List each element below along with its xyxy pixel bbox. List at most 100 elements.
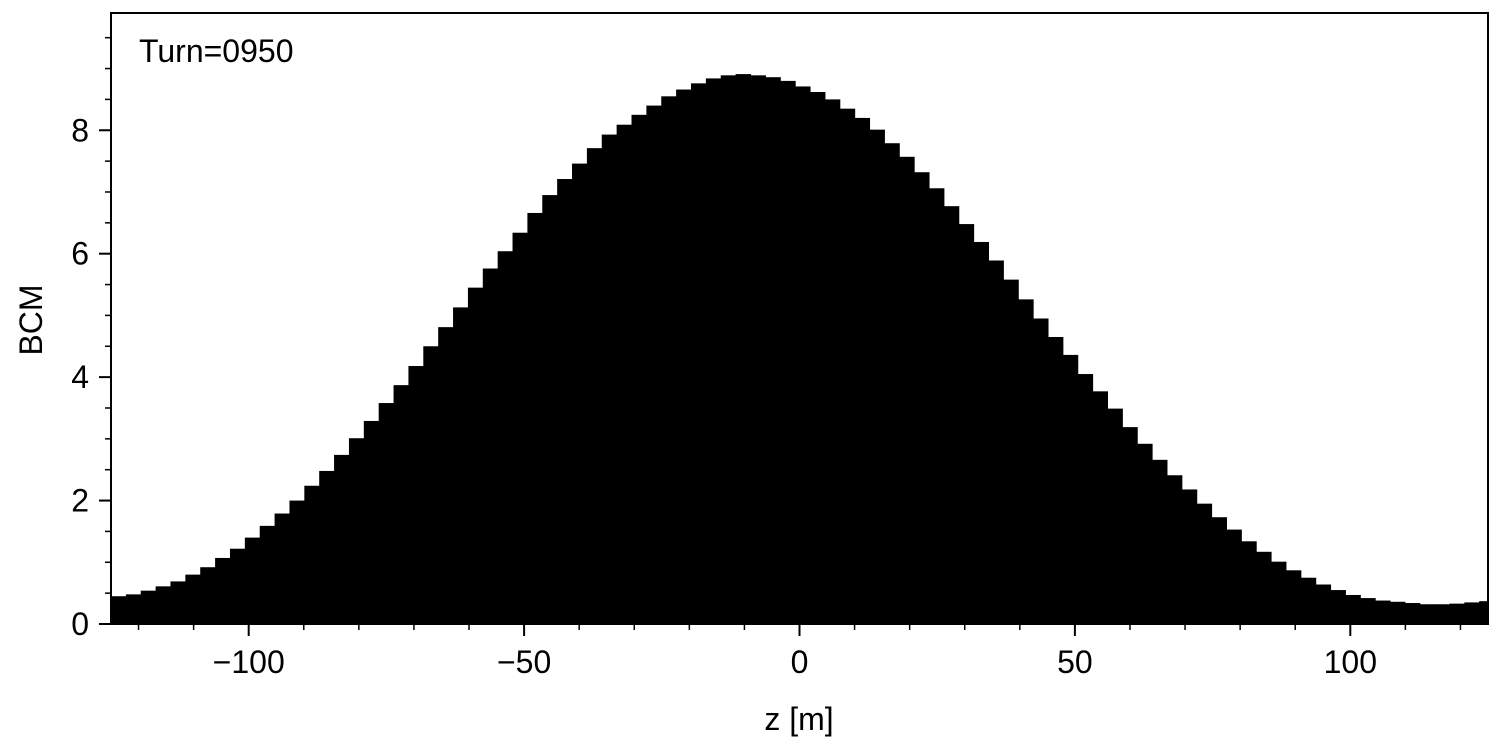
histogram-bar <box>780 80 796 624</box>
histogram-bar <box>304 485 320 624</box>
histogram-bar <box>720 75 737 624</box>
histogram-bar <box>1404 603 1421 624</box>
histogram-bar <box>839 108 856 624</box>
histogram-bar <box>453 307 469 624</box>
y-tick-label: 8 <box>71 112 89 148</box>
x-axis-label: z [m] <box>764 701 833 737</box>
histogram-bar <box>1137 443 1153 624</box>
histogram-bar <box>661 96 677 624</box>
histogram-bar <box>1166 475 1183 624</box>
x-tick-label: 0 <box>791 644 809 680</box>
histogram-bar <box>1241 541 1257 624</box>
histogram-bar <box>1270 561 1287 624</box>
histogram-bar <box>527 212 543 624</box>
histogram-bar <box>943 206 960 625</box>
histogram-bar <box>1003 279 1019 624</box>
histogram-bars <box>111 74 1489 625</box>
histogram-bar <box>973 241 990 624</box>
histogram-bar <box>1062 354 1079 624</box>
histogram-bar <box>363 420 380 624</box>
histogram-bar <box>274 513 291 624</box>
histogram-bar <box>1419 604 1436 624</box>
x-tick-label: −50 <box>497 644 551 680</box>
histogram-bar <box>1479 601 1489 624</box>
histogram-bar <box>259 525 276 624</box>
histogram-bar <box>899 156 915 625</box>
histogram-bar <box>705 78 722 625</box>
plot-frame <box>110 12 1489 625</box>
histogram-bar <box>958 224 975 624</box>
histogram-bar <box>467 287 484 624</box>
histogram-bar <box>111 596 127 624</box>
histogram-bar <box>1434 604 1451 624</box>
histogram-bar <box>1464 602 1480 624</box>
y-axis-label: BCM <box>13 284 49 355</box>
histogram-bar <box>988 260 1004 624</box>
histogram-bar <box>185 574 201 624</box>
histogram-bar <box>1449 603 1465 624</box>
histogram-bar <box>765 77 781 624</box>
histogram-bar <box>795 86 811 624</box>
histogram-bar <box>1330 590 1346 624</box>
y-tick-label: 6 <box>71 236 89 272</box>
histogram-bar <box>869 129 885 624</box>
histogram-bar <box>170 581 186 624</box>
histogram-bar <box>438 327 454 624</box>
histogram-bar <box>928 188 945 624</box>
histogram-bar <box>824 99 841 624</box>
histogram-bar <box>200 567 216 624</box>
histogram-bar <box>1196 503 1213 624</box>
histogram-bar <box>423 346 439 624</box>
histogram-bar <box>482 268 499 624</box>
y-tick-label: 4 <box>71 359 89 395</box>
histogram-bar <box>1300 577 1317 624</box>
histogram-bar <box>690 83 707 625</box>
histogram-bar <box>215 557 231 624</box>
y-tick-label: 2 <box>71 483 89 519</box>
histogram-bar <box>125 594 142 624</box>
histogram-bar <box>1375 600 1391 624</box>
histogram-bar <box>676 89 692 624</box>
histogram-bar <box>750 75 766 624</box>
histogram-bar <box>1285 570 1302 624</box>
x-tick-label: 50 <box>1057 644 1093 680</box>
histogram-bar <box>1226 529 1242 624</box>
histogram-bar <box>1033 318 1049 624</box>
x-axis-ticks: −100 −50 0 50 100 <box>137 624 1462 680</box>
histogram-bar <box>1092 391 1108 624</box>
histogram-bar <box>1345 594 1361 624</box>
histogram-bar <box>140 590 157 624</box>
histogram-bar <box>1360 598 1376 624</box>
histogram-bar <box>289 500 305 624</box>
histogram-bar <box>1181 489 1198 624</box>
histogram-bar <box>631 114 647 624</box>
histogram-bar <box>1077 374 1094 624</box>
histogram-bar <box>334 454 350 624</box>
y-tick-label: 0 <box>71 606 89 642</box>
histogram-bar <box>512 232 528 624</box>
histogram-bar <box>735 74 752 625</box>
histogram-bar <box>378 403 395 624</box>
y-axis-ticks: 0 2 4 6 8 <box>71 36 111 642</box>
turn-annotation: Turn=0950 <box>139 33 293 69</box>
histogram-bar <box>319 470 335 624</box>
histogram-bar <box>586 148 603 624</box>
histogram-bar <box>1122 427 1138 624</box>
histogram-bar <box>646 105 662 624</box>
histogram-bar <box>854 117 871 625</box>
histogram-bar <box>809 92 826 624</box>
histogram-bar <box>1047 337 1064 624</box>
histogram-bar <box>884 143 900 624</box>
histogram-bar <box>408 366 424 624</box>
x-tick-label: 100 <box>1324 644 1377 680</box>
histogram-bar <box>1211 517 1227 624</box>
histogram-bar <box>914 172 930 625</box>
histogram-bar <box>557 179 573 624</box>
histogram-bar <box>393 385 410 624</box>
histogram-bar <box>616 124 633 625</box>
histogram-bar <box>348 438 365 624</box>
histogram-bar <box>244 537 261 624</box>
histogram-bar <box>1107 408 1123 624</box>
histogram-bar <box>1152 459 1168 624</box>
